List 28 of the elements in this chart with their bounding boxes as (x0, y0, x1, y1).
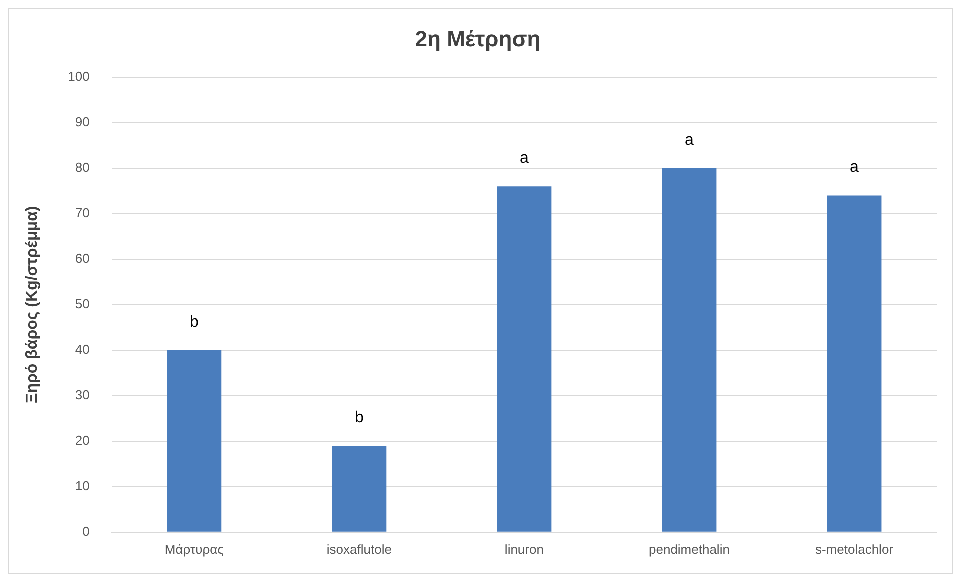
y-tick-label: 90 (75, 114, 90, 130)
annotation: b (190, 314, 199, 331)
y-tick-label: 40 (75, 342, 90, 357)
y-axis-title: Ξηρό βάρος (Kg/στρέμμα) (24, 206, 42, 404)
chart-title: 2η Μέτρηση (415, 26, 541, 52)
bar (662, 168, 717, 532)
y-tick-label: 0 (82, 524, 90, 539)
y-tick-label: 50 (75, 296, 90, 312)
annotation: a (850, 159, 860, 176)
x-tick-label: pendimethalin (648, 542, 730, 557)
x-tick-label: Μάρτυρας (164, 542, 224, 557)
bar (167, 350, 222, 532)
x-tick-label: s-metolachlor (815, 542, 894, 557)
y-tick-label: 70 (75, 205, 90, 220)
x-tick-label: isoxaflutole (326, 542, 392, 557)
y-tick-label: 60 (75, 250, 90, 266)
bar (497, 186, 552, 532)
annotation: a (685, 132, 694, 149)
x-tick-label: linuron (504, 542, 544, 557)
bar (827, 196, 882, 532)
y-tick-label: 30 (75, 387, 90, 402)
y-tick-label: 10 (75, 478, 90, 494)
annotation: a (520, 150, 529, 168)
y-tick-label: 100 (68, 68, 90, 84)
y-tick-label: 80 (75, 160, 90, 175)
y-tick-label: 20 (75, 432, 90, 448)
annotation: b (354, 409, 364, 426)
bar (332, 446, 387, 532)
